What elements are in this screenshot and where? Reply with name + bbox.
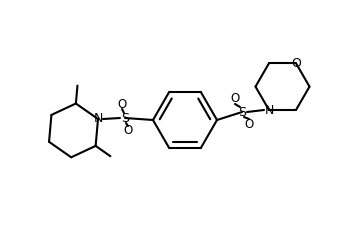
Text: N: N xyxy=(264,103,274,117)
Text: O: O xyxy=(117,97,127,111)
Text: S: S xyxy=(121,112,129,124)
Text: O: O xyxy=(291,57,301,70)
Text: N: N xyxy=(93,113,103,125)
Text: O: O xyxy=(231,93,240,105)
Text: O: O xyxy=(245,118,253,130)
Text: O: O xyxy=(124,124,132,137)
Text: S: S xyxy=(238,105,246,119)
